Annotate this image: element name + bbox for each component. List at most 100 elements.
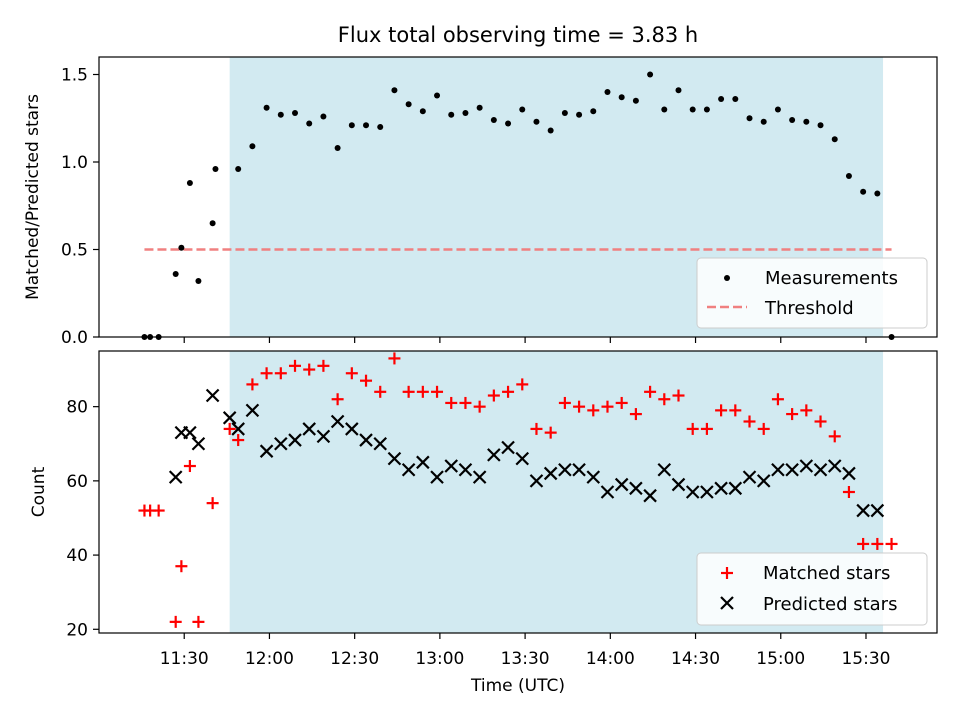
matched-point bbox=[871, 537, 884, 550]
measurement-point bbox=[746, 115, 753, 122]
measurement-point bbox=[803, 118, 810, 125]
predicted-point bbox=[842, 466, 856, 481]
measurement-point bbox=[490, 117, 497, 123]
predicted-point bbox=[458, 462, 473, 477]
measurement-point bbox=[718, 96, 725, 102]
matched-point bbox=[715, 404, 728, 417]
x-tick-label: 15:30 bbox=[841, 649, 890, 669]
predicted-point bbox=[529, 474, 544, 488]
matched-point bbox=[885, 537, 898, 550]
matched-point bbox=[558, 396, 571, 409]
predicted-point bbox=[700, 485, 714, 499]
predicted-point bbox=[274, 436, 288, 451]
matched-points bbox=[138, 352, 898, 628]
bottom-y-tick-label: 60 bbox=[66, 472, 88, 492]
predicted-point bbox=[671, 477, 686, 492]
top-y-axis-label: Matched/Predicted stars bbox=[23, 94, 43, 300]
top-y-tick-label: 1.5 bbox=[61, 66, 88, 86]
measurement-point bbox=[263, 104, 270, 111]
matched-point bbox=[544, 426, 557, 439]
legend-label-matched: Matched stars bbox=[763, 563, 890, 584]
matched-point bbox=[459, 396, 472, 409]
measurement-point bbox=[576, 111, 583, 118]
matched-point bbox=[502, 385, 515, 398]
predicted-point bbox=[183, 425, 197, 440]
matched-point bbox=[530, 422, 543, 435]
legend-label-threshold: Threshold bbox=[764, 298, 854, 319]
predicted-point bbox=[416, 455, 430, 470]
predicted-point bbox=[558, 462, 572, 477]
matched-point bbox=[374, 385, 387, 398]
predicted-point bbox=[472, 470, 487, 484]
matched-point bbox=[206, 497, 219, 510]
measurement-point bbox=[348, 122, 355, 129]
matched-point bbox=[771, 393, 784, 406]
predicted-point bbox=[856, 503, 870, 518]
bottom-y-axis: 20 40 60 80 bbox=[66, 398, 99, 640]
measurement-point bbox=[249, 143, 256, 150]
measurement-point bbox=[604, 89, 611, 95]
matched-point bbox=[192, 615, 205, 628]
measurement-point bbox=[618, 94, 625, 101]
predicted-point bbox=[373, 436, 388, 451]
x-tick-label: 14:30 bbox=[671, 649, 720, 669]
measurement-point bbox=[760, 118, 767, 125]
predicted-point bbox=[643, 488, 657, 503]
measurement-point bbox=[405, 101, 412, 108]
matched-point bbox=[175, 560, 188, 573]
matched-point bbox=[345, 367, 358, 380]
x-tick-label: 15:00 bbox=[756, 649, 805, 669]
bottom-y-tick-label: 20 bbox=[66, 620, 88, 640]
measurement-point bbox=[306, 120, 313, 127]
predicted-point bbox=[205, 388, 220, 403]
measurement-point bbox=[172, 271, 179, 277]
predicted-point bbox=[259, 444, 274, 458]
bottom-y-axis-label: Count bbox=[29, 466, 49, 517]
matched-point bbox=[232, 434, 245, 447]
measurement-point bbox=[277, 111, 284, 118]
matched-point bbox=[402, 385, 415, 398]
matched-point bbox=[183, 460, 196, 473]
measurement-point bbox=[845, 173, 852, 179]
matched-point bbox=[700, 422, 713, 435]
predicted-point bbox=[430, 470, 444, 484]
measurement-point bbox=[391, 87, 398, 94]
x-tick-label: 12:30 bbox=[330, 649, 379, 669]
matched-point bbox=[672, 389, 685, 402]
matched-point bbox=[729, 404, 742, 417]
bottom-axes-frame bbox=[98, 350, 938, 634]
legend-label-measurements: Measurements bbox=[765, 268, 898, 289]
matched-point bbox=[473, 400, 486, 413]
matched-point bbox=[289, 359, 302, 372]
matched-point bbox=[800, 404, 813, 417]
measurement-point bbox=[186, 180, 193, 186]
top-y-tick-label: 0.5 bbox=[61, 241, 88, 261]
predicted-point bbox=[728, 481, 743, 496]
matched-point bbox=[842, 486, 855, 498]
predicted-point bbox=[714, 481, 728, 496]
measurement-point bbox=[732, 96, 739, 102]
legend-marker-matched bbox=[721, 567, 733, 579]
matched-point bbox=[331, 393, 344, 406]
predicted-points bbox=[168, 388, 885, 518]
matched-point bbox=[587, 404, 600, 417]
predicted-point bbox=[359, 433, 373, 447]
matched-point bbox=[487, 389, 500, 402]
x-tick-label: 13:30 bbox=[501, 649, 550, 669]
top-legend-box bbox=[696, 257, 928, 329]
matched-point bbox=[516, 378, 529, 391]
chart-title: Flux total observing time = 3.83 h bbox=[338, 23, 698, 47]
top-y-tick-label: 0.0 bbox=[61, 328, 88, 348]
measurement-point bbox=[448, 111, 455, 118]
matched-point bbox=[644, 385, 657, 398]
predicted-point bbox=[222, 411, 237, 425]
legend-marker-predicted bbox=[720, 596, 734, 610]
legend-label-predicted: Predicted stars bbox=[763, 594, 897, 615]
matched-point bbox=[260, 367, 273, 380]
predicted-point bbox=[771, 462, 785, 477]
measurement-point bbox=[212, 166, 219, 172]
matched-point bbox=[786, 408, 799, 421]
matched-point bbox=[388, 352, 401, 365]
measurement-point bbox=[195, 278, 202, 284]
